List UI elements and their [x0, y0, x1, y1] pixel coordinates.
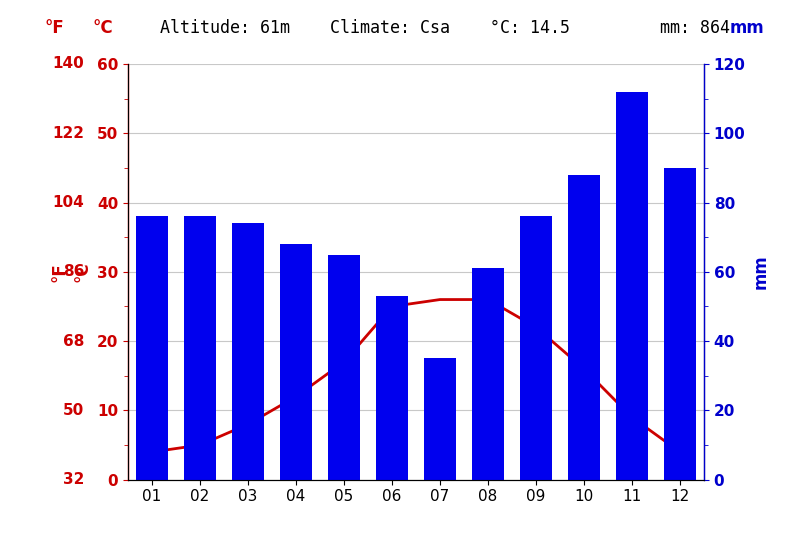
Text: °F: °F: [44, 19, 64, 37]
Bar: [665, 168, 696, 480]
Bar: [280, 244, 311, 480]
Bar: [520, 216, 551, 480]
Text: 86: 86: [62, 264, 84, 279]
Text: 140: 140: [52, 56, 84, 71]
Text: °F: °F: [51, 262, 69, 282]
Bar: [472, 269, 504, 480]
Y-axis label: mm: mm: [751, 254, 769, 289]
Bar: [136, 216, 168, 480]
Text: °C: °C: [92, 19, 113, 37]
Text: 32: 32: [62, 472, 84, 487]
Bar: [617, 92, 648, 480]
Bar: [424, 358, 456, 480]
Text: mm: mm: [730, 19, 764, 37]
Bar: [233, 223, 264, 480]
Bar: [328, 255, 360, 480]
Text: 122: 122: [52, 126, 84, 141]
Text: 50: 50: [62, 403, 84, 418]
Text: 104: 104: [52, 195, 84, 210]
Text: 68: 68: [62, 334, 84, 349]
Bar: [376, 296, 408, 480]
Text: Altitude: 61m    Climate: Csa    °C: 14.5         mm: 864: Altitude: 61m Climate: Csa °C: 14.5 mm: …: [160, 19, 730, 37]
Bar: [569, 175, 600, 480]
Bar: [184, 216, 216, 480]
Y-axis label: °C: °C: [74, 262, 91, 282]
